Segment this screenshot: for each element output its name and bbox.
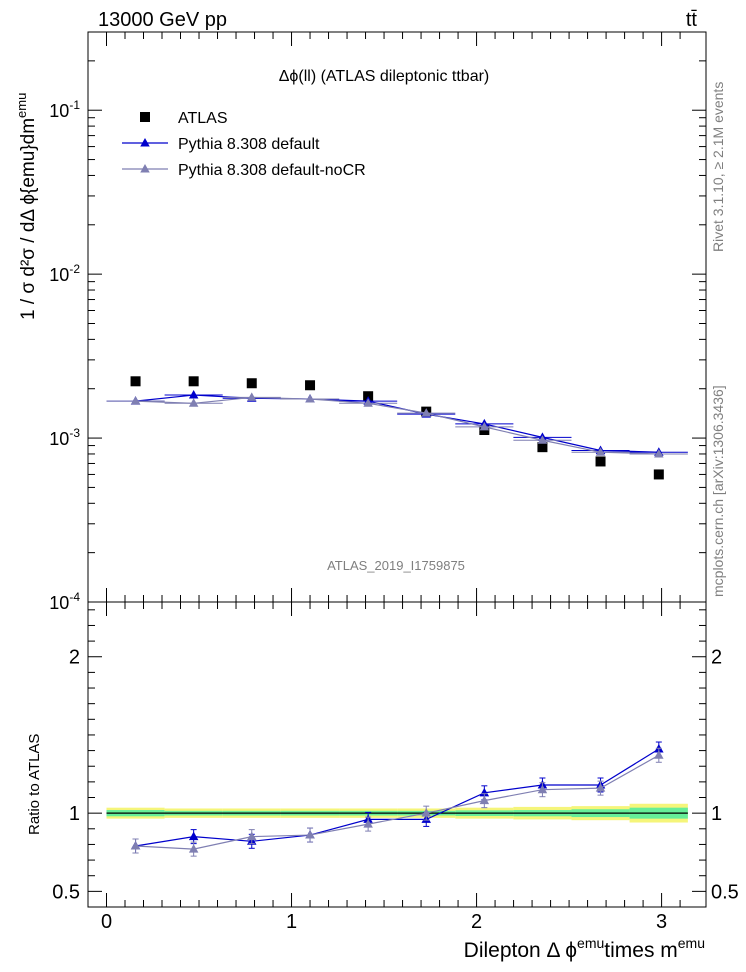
plot-title: Δϕ(ll) (ATLAS dileptonic ttbar) xyxy=(279,68,490,85)
ratio-y-tick-label: 2 xyxy=(69,647,80,669)
ratio-data-point xyxy=(421,808,431,817)
ratio-data-point xyxy=(654,750,664,759)
y-tick-label: 10-4 xyxy=(49,590,80,613)
data-point xyxy=(537,435,548,444)
ratio-y-tick-label-right: 2 xyxy=(711,647,722,669)
chart-marks: ATLAS Pythia 8.308 default Pythia 8.308 de… xyxy=(106,110,688,857)
main-panel-frame: 10-4 10-3 10-2 10-1 1 / σ d²σ / dΔ ϕ{emu}dme… xyxy=(14,31,707,613)
ratio-data-point xyxy=(247,831,257,841)
ratio-data-point xyxy=(130,841,141,850)
ratio-data-point xyxy=(479,795,490,805)
ratio-frame-rect xyxy=(87,601,707,908)
legend-label: ATLAS xyxy=(178,110,228,127)
legend-marker-triangle xyxy=(140,138,150,147)
legend: ATLAS Pythia 8.308 default Pythia 8.308 de… xyxy=(122,110,366,179)
data-point xyxy=(595,447,606,456)
ratio-series-line xyxy=(135,748,660,847)
ratio-y-axis-label: Ratio to ATLAS xyxy=(26,734,43,835)
ratio-data-point xyxy=(595,783,606,792)
data-point xyxy=(246,378,257,389)
side-text-bottom: mcplots.cern.ch [arXiv:1306.3436] xyxy=(710,385,726,597)
data-point xyxy=(654,448,664,458)
y-tick-label: 10-2 xyxy=(49,262,80,285)
x-tick-label: 1 xyxy=(286,911,297,933)
legend-label: Pythia 8.308 default xyxy=(178,136,320,153)
data-point xyxy=(479,421,490,431)
ratio-data-point xyxy=(305,830,315,839)
series-pythia-default-nocr xyxy=(106,392,688,458)
data-point xyxy=(595,456,606,467)
legend-marker-square xyxy=(140,112,150,122)
ratio-y-tick-label-right: 1 xyxy=(711,803,722,825)
ratio-data-point xyxy=(188,831,199,841)
ratio-series-pythia-default-nocr xyxy=(130,747,664,857)
x-tick-label: 0 xyxy=(101,911,112,933)
x-tick-label: 3 xyxy=(656,911,667,933)
ratio-y-tick-label-right: 0.5 xyxy=(711,881,739,903)
series-atlas xyxy=(130,376,664,480)
data-point xyxy=(363,398,373,407)
y-tick-label: 10-3 xyxy=(49,426,80,449)
ratio-series-line xyxy=(135,754,660,850)
data-point xyxy=(537,442,548,453)
data-point xyxy=(130,376,141,387)
data-point xyxy=(653,469,664,480)
process-label: tt̄ xyxy=(686,9,698,31)
data-point xyxy=(130,396,141,405)
series-line xyxy=(135,396,659,455)
x-tick-label: 2 xyxy=(471,911,482,933)
data-point xyxy=(188,398,199,407)
data-point xyxy=(188,376,199,387)
analysis-id: ATLAS_2019_I1759875 xyxy=(327,558,465,573)
y-tick-label: 10-1 xyxy=(49,98,80,121)
energy-label: 13000 GeV pp xyxy=(98,9,227,31)
ratio-data-point xyxy=(363,819,373,828)
ratio-y-tick-label: 0.5 xyxy=(52,881,80,903)
x-axis-label: Dilepton Δ ϕemutimes memu xyxy=(464,935,705,962)
data-point xyxy=(305,380,316,391)
data-point xyxy=(247,392,257,401)
main-y-axis-label: 1 / σ d²σ / dΔ ϕ{emu}dmemu xyxy=(14,93,39,320)
ratio-y-tick-label: 1 xyxy=(69,803,80,825)
data-point xyxy=(421,408,431,417)
ratio-data-point xyxy=(188,844,199,853)
data-point xyxy=(305,394,315,403)
side-text-top: Rivet 3.1.10, ≥ 2.1M events xyxy=(710,82,726,252)
ratio-data-point xyxy=(479,787,490,797)
legend-marker-triangle xyxy=(140,164,150,173)
legend-label: Pythia 8.308 default-noCR xyxy=(178,162,366,179)
ratio-data-point xyxy=(537,784,548,794)
ratio-series-pythia-default xyxy=(130,741,664,854)
data-point xyxy=(188,390,199,399)
